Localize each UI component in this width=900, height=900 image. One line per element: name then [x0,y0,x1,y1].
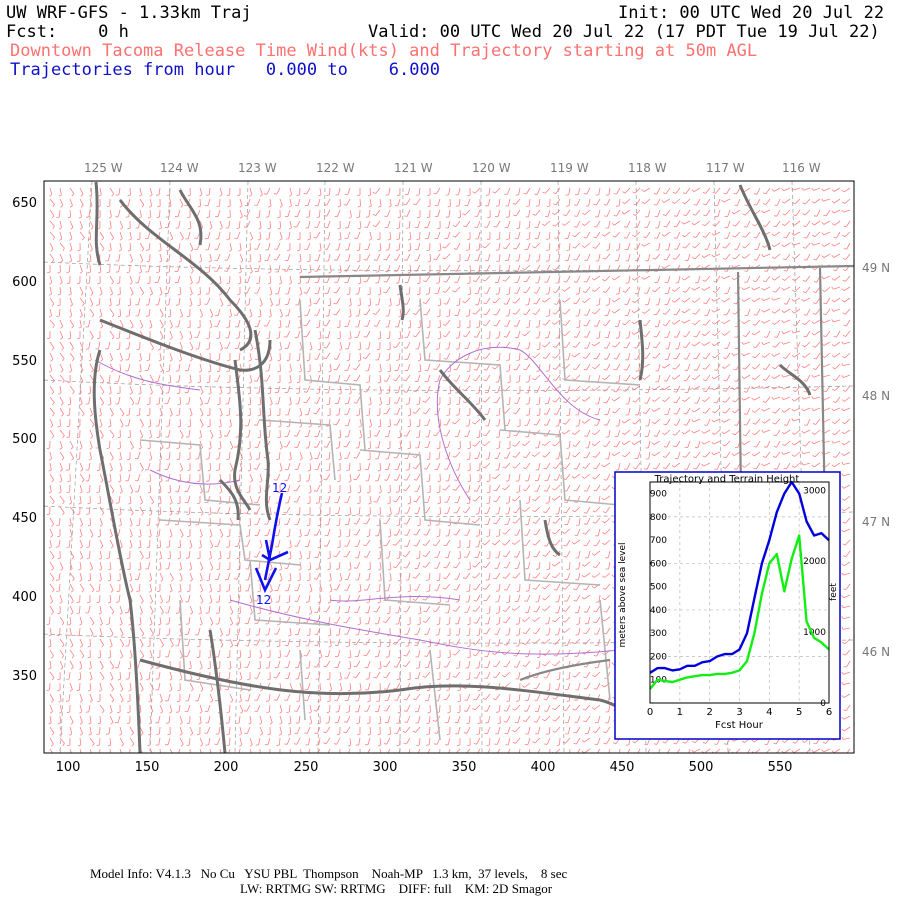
inset-plot-frame [649,481,830,704]
inset-trajectory-line [649,480,830,674]
inset-x-tick: 2 [706,707,712,718]
latitude-labels: 49 N 48 N 47 N 46 N [862,261,890,659]
x-tick-label: 550 [768,760,793,775]
latitude-label: 48 N [862,389,890,403]
inset-x-ticks: 0 1 2 3 4 5 6 [647,707,832,718]
x-tick-label: 400 [531,760,556,775]
y-tick-label: 350 [12,669,37,684]
county-boundaries [139,299,641,741]
inset-left-tick: 700 [650,536,667,546]
inset-left-tick: 900 [650,490,667,500]
longitude-label: 119 W [550,161,589,175]
inset-x-tick: 5 [796,707,802,718]
forecast-hour: Fcst: 0 h [6,23,129,41]
trajectory-arrow-head [254,567,278,594]
traj-from: 0.000 [265,60,318,80]
inset-right-ticks: 3000 2000 1000 0 [803,486,826,709]
longitude-label: 122 W [316,161,355,175]
inset-right-tick: 1000 [803,628,826,638]
x-tick-label: 500 [689,760,714,775]
x-tick-label: 150 [135,760,160,775]
longitude-label: 118 W [628,161,667,175]
longitude-label: 121 W [394,161,433,175]
inset-right-tick: 2000 [803,557,826,567]
inset-x-tick: 3 [736,707,742,718]
inset-title: Trajectory and Terrain Height [654,474,800,485]
inset-ylabel-right: feet [829,583,839,601]
inset-right-tick: 3000 [803,486,826,496]
x-tick-label: 200 [214,760,239,775]
longitude-label: 123 W [238,161,277,175]
longitude-label: 125 W [84,161,123,175]
latitude-label: 47 N [862,515,890,529]
y-tick-label: 650 [12,196,37,211]
y-tick-label: 600 [12,275,37,290]
longitude-label: 116 W [782,161,821,175]
inset-x-tick: 4 [766,707,772,718]
longitude-label: 117 W [706,161,745,175]
inset-x-tick: 0 [647,707,653,718]
inset-left-tick: 800 [650,513,667,523]
inset-terrain-line [649,534,830,690]
trajectory-path [254,492,289,594]
latitude-label: 46 N [862,645,890,659]
inset-left-tick: 300 [650,629,667,639]
trajectory-line [263,492,284,581]
inset-series [649,480,830,690]
inset-left-tick: 200 [650,652,667,662]
rivers [94,346,621,655]
inset-left-tick: 600 [650,559,667,569]
inset-x-tick: 1 [677,707,683,718]
x-tick-label: 250 [294,760,319,775]
inset-left-tick: 500 [650,583,667,593]
traj-to: 6.000 [388,60,440,80]
footer-model-info: Model Info: V4.1.3 No Cu YSU PBL Thompso… [90,866,568,881]
fcst-label: Fcst: [6,22,58,42]
y-tick-label: 400 [12,590,37,605]
inset-ylabel-left: meters above sea level [618,542,628,647]
x-tick-labels: 100 150 200 250 300 350 400 450 500 550 [56,760,793,775]
traj-to-label: to [327,60,348,80]
y-tick-label: 450 [12,511,37,526]
init-time: Init: 00 UTC Wed 20 Jul 22 [618,3,885,23]
trajectory-start-label: 12 [272,481,287,495]
trajectory-end-label: 12 [256,593,271,607]
inset-chart: Trajectory and Terrain Height meters abo… [614,471,841,740]
map-frame [43,180,855,754]
footer-physics-info: LW: RRTMG SW: RRTMG DIFF: full KM: 2D Sm… [240,881,553,896]
inset-xlabel: Fcst Hour [715,720,764,731]
traj-range-label: Trajectories from hour [10,60,236,80]
longitude-label: 120 W [472,161,511,175]
inset-box [614,471,841,740]
longitude-labels: 125 W 124 W 123 W 122 W 121 W 120 W 119 W 118 W… [84,161,821,175]
inset-x-tick: 6 [826,707,832,718]
latitude-label: 49 N [862,261,890,275]
y-tick-label: 550 [12,354,37,369]
longitude-label: 124 W [160,161,199,175]
x-tick-label: 100 [56,760,81,775]
product-title: Downtown Tacoma Release Time Wind(kts) a… [10,41,758,61]
inset-right-tick: 0 [820,699,826,709]
x-tick-label: 350 [452,760,477,775]
inset-grid [650,482,829,703]
valid-time: Valid: 00 UTC Wed 20 Jul 22 (17 PDT Tue … [368,22,880,42]
model-title: UW WRF-GFS - 1.33km Traj [6,3,252,23]
x-tick-label: 450 [610,760,635,775]
trajectory-wind-barb [261,539,289,562]
x-tick-label: 300 [373,760,398,775]
fcst-value: 0 h [98,22,129,42]
y-tick-labels: 650 600 550 500 450 400 350 [12,196,37,684]
inset-left-tick: 400 [650,606,667,616]
trajectory-range: Trajectories from hour 0.000 to 6.000 [10,61,440,79]
y-tick-label: 500 [12,432,37,447]
